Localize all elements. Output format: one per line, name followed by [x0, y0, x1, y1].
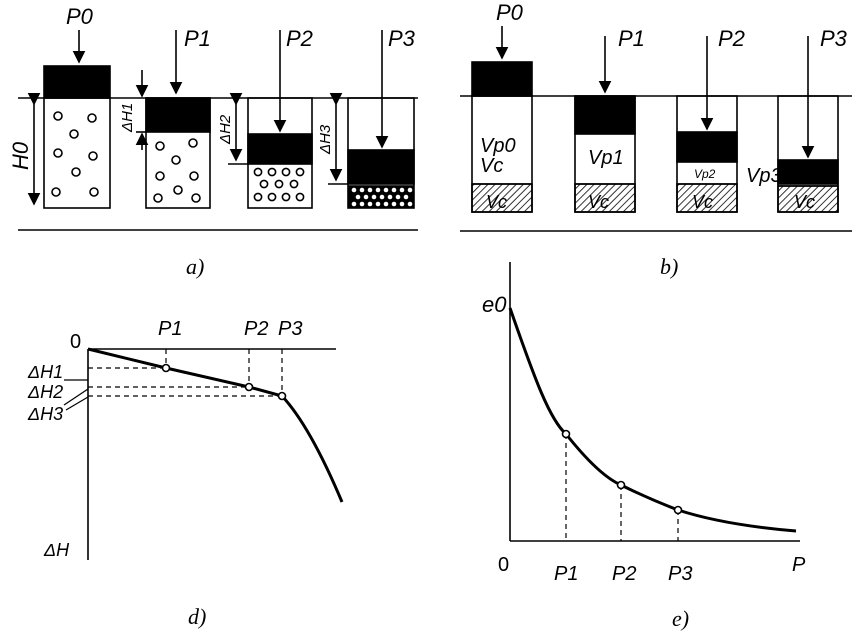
label-a-dh3: ΔH3 [317, 124, 334, 155]
specimen-1 [135, 30, 211, 209]
point-d-2 [244, 382, 254, 392]
specimen-2 [228, 30, 313, 209]
label-e-p2: P2 [612, 563, 636, 585]
label-d-origin: 0 [70, 331, 81, 353]
label-vp3: Vp3 [746, 165, 782, 187]
label-d-dh2: ΔH2 [27, 382, 63, 402]
label-vc-b2: Vc [692, 192, 713, 212]
panel-e [508, 262, 800, 542]
label-vp2: Vp2 [694, 167, 716, 181]
label-b-p2: P2 [718, 26, 745, 51]
label-e-origin: 0 [498, 554, 509, 576]
caption-a: a) [186, 254, 204, 279]
settlement-curve [87, 347, 344, 503]
label-d-yaxis: ΔH [43, 540, 70, 560]
caption-b: b) [660, 254, 678, 279]
label-h0: H0 [8, 141, 33, 170]
panel-e-labels: e0 0 P1 P2 P3 P e) [482, 292, 806, 631]
label-e-e0: e0 [482, 292, 507, 317]
label-d-dh1: ΔH1 [27, 362, 63, 382]
label-a-dh1: ΔH1 [119, 103, 136, 133]
panel-a-labels: P0 P1 P2 P3 H0 ΔH1 ΔH2 ΔH3 a) [8, 4, 416, 279]
label-d-dh3: ΔH3 [27, 404, 63, 424]
panel-d [63, 347, 344, 560]
label-vc-b0: Vc [486, 192, 507, 212]
label-vp1: Vp1 [588, 147, 624, 169]
compression-curve [508, 307, 797, 533]
label-a-dh2: ΔH2 [217, 114, 234, 145]
label-vc-b3: Vc [794, 192, 815, 212]
panel-d-labels: 0 P1 P2 P3 ΔH1 ΔH2 ΔH3 ΔH d) [27, 318, 302, 629]
point-d-1 [161, 363, 171, 373]
specimen-3 [328, 30, 415, 209]
panel-b [460, 26, 852, 232]
panel-a [18, 30, 418, 231]
label-d-p2: P2 [244, 318, 268, 340]
label-b-p1: P1 [618, 26, 645, 51]
label-a-p0: P0 [66, 4, 94, 29]
label-e-p3: P3 [668, 563, 692, 585]
point-e-1 [561, 429, 571, 439]
specimen-0 [27, 30, 111, 209]
label-a-p1: P1 [184, 26, 211, 51]
label-b-p0: P0 [496, 0, 524, 25]
panel-b-labels: P0 P1 P2 P3 Vp0 Vc Vc Vp1 Vc Vp2 Vc Vp3 … [480, 0, 848, 279]
label-e-p1: P1 [554, 563, 578, 585]
point-e-2 [616, 480, 626, 490]
label-a-p2: P2 [286, 26, 313, 51]
point-e-3 [673, 505, 683, 515]
label-vc-0: Vc [480, 155, 503, 177]
label-a-p3: P3 [388, 26, 416, 51]
caption-d: d) [188, 604, 206, 629]
label-d-p3: P3 [278, 318, 302, 340]
label-e-xaxis: P [792, 554, 806, 576]
label-b-p3: P3 [820, 26, 848, 51]
label-vc-b1: Vc [588, 192, 609, 212]
point-d-3 [277, 391, 287, 401]
label-d-p1: P1 [158, 318, 182, 340]
label-vp0: Vp0 [480, 135, 516, 157]
caption-e: e) [672, 606, 689, 631]
